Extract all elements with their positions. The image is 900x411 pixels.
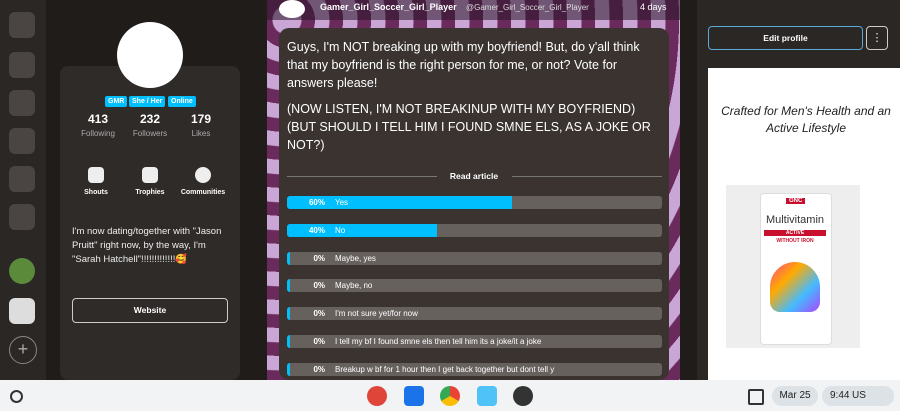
poll-percent: 0%	[313, 253, 325, 263]
nav-icon[interactable]	[9, 12, 35, 38]
app-icon[interactable]	[477, 386, 497, 406]
stat-label: Followers	[132, 129, 168, 138]
poll-option[interactable]: 0% Maybe, no	[287, 279, 662, 293]
app-icon[interactable]	[440, 386, 460, 406]
community-icon[interactable]	[9, 298, 35, 324]
trophies-icon[interactable]	[142, 167, 158, 183]
post-paragraph: Guys, I'm NOT breaking up with my boyfri…	[287, 40, 640, 90]
divider	[512, 176, 662, 177]
author-handle: @Gamer_Girl_Soccer_Girl_Player	[466, 3, 589, 12]
post-paragraph: (NOW LISTEN, I'M NOT BREAKINUP WITH MY B…	[287, 102, 651, 152]
stat-value: 232	[139, 112, 161, 126]
poll-percent: 0%	[313, 337, 325, 346]
action-label[interactable]: Trophies	[135, 189, 165, 196]
product-line: ACTIVE	[764, 230, 826, 236]
product-name: Multivitamin	[765, 214, 825, 226]
poll-bar	[287, 223, 437, 237]
locale: US	[852, 390, 866, 401]
avatar[interactable]	[117, 22, 183, 88]
app-icon[interactable]	[513, 386, 533, 406]
poll-label: Maybe, yes	[335, 253, 376, 263]
community-icon[interactable]	[9, 258, 35, 284]
product-graphic	[770, 262, 820, 312]
poll-label: I tell my bf I found smne els then tell …	[335, 337, 542, 346]
poll-bar	[287, 307, 290, 321]
add-community[interactable]: +	[9, 336, 37, 364]
more-button[interactable]: ⋮	[866, 26, 888, 50]
poll-bar	[287, 279, 290, 293]
action-label[interactable]: Communities	[180, 189, 226, 196]
poll-option[interactable]: 0% Breakup w bf for 1 hour then I get bac…	[287, 362, 662, 376]
poll-label: I'm not sure yet/for now	[335, 309, 418, 319]
communities-icon[interactable]	[195, 167, 211, 183]
poll-bar	[287, 251, 290, 265]
badge: She / Her	[129, 96, 166, 107]
nav-icon[interactable]	[9, 90, 35, 116]
poll-option[interactable]: 0% Maybe, yes	[287, 251, 662, 265]
poll-option[interactable]: 40% No	[287, 223, 662, 237]
poll-label: No	[335, 225, 346, 235]
profile-panel	[60, 66, 240, 380]
stat-value: 179	[190, 112, 212, 126]
nav-icon[interactable]	[9, 166, 35, 192]
date[interactable]: Mar 25	[772, 386, 818, 406]
brand: GNC	[786, 198, 806, 204]
app-sidebar: +	[0, 0, 46, 380]
author-avatar[interactable]	[279, 0, 305, 18]
nav-icon[interactable]	[9, 52, 35, 78]
badge: Online	[168, 96, 196, 107]
poll-label: Yes	[335, 198, 349, 207]
tote[interactable]	[748, 389, 764, 405]
post-time: 4 days	[640, 2, 667, 12]
poll-percent: 60%	[308, 198, 325, 207]
poll-bar	[287, 335, 290, 348]
read-article[interactable]: Read article	[449, 171, 499, 181]
poll-percent: 0%	[313, 309, 325, 319]
poll-bar	[287, 362, 290, 376]
stat-value: 413	[87, 112, 109, 126]
badge: GMR	[105, 96, 128, 107]
author-name[interactable]: Gamer_Girl_Soccer_Girl_Player	[320, 2, 457, 12]
clock: 9:44	[830, 390, 850, 401]
poll-percent: 0%	[313, 281, 325, 291]
bio: I'm now dating/together with "Jason Prui…	[72, 226, 222, 265]
action-label[interactable]: Shouts	[84, 189, 108, 196]
website-button[interactable]: Website	[72, 298, 228, 323]
app-icon[interactable]	[404, 386, 424, 406]
ad-headline[interactable]: Crafted for Men's Health and an Active L…	[721, 104, 891, 135]
poll-percent: 40%	[308, 225, 325, 235]
poll-bar	[287, 196, 512, 209]
poll-label: Breakup w bf for 1 hour then I get back …	[335, 364, 555, 374]
poll-option[interactable]: 0% I'm not sure yet/for now	[287, 307, 662, 321]
shouts-icon[interactable]	[88, 167, 104, 183]
stat-label: Following	[81, 129, 115, 138]
divider	[287, 176, 437, 177]
status-area[interactable]	[822, 386, 894, 406]
stat-label: Likes	[191, 129, 211, 138]
poll-option[interactable]: 60% Yes	[287, 196, 662, 209]
post-header	[267, 0, 680, 20]
nav-icon[interactable]	[9, 204, 35, 230]
nav-icon[interactable]	[9, 128, 35, 154]
poll-option[interactable]: 0% I tell my bf I found smne els then tel…	[287, 335, 662, 348]
app-icon[interactable]	[367, 386, 387, 406]
poll-percent: 0%	[313, 364, 325, 374]
poll-label: Maybe, no	[335, 281, 373, 291]
edit-profile-button[interactable]: Edit profile	[708, 26, 863, 50]
product-note: WITHOUT IRON	[776, 238, 814, 244]
launcher[interactable]	[10, 390, 23, 403]
